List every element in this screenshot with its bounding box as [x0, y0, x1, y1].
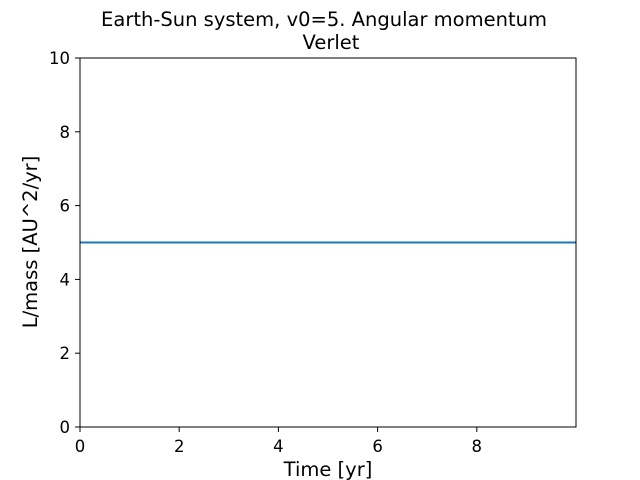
- y-tick-label: 6: [60, 197, 71, 216]
- x-tick-label: 6: [372, 437, 383, 456]
- y-tick-label: 8: [60, 123, 71, 142]
- y-tick-label: 4: [60, 270, 71, 289]
- y-tick-label: 2: [60, 344, 71, 363]
- x-tick-label: 4: [273, 437, 284, 456]
- x-tick-label: 2: [174, 437, 185, 456]
- x-tick-label: 0: [75, 437, 86, 456]
- y-axis-label: L/mass [AU^2/yr]: [19, 156, 42, 329]
- y-tick-label: 10: [49, 49, 70, 68]
- x-axis-label: Time [yr]: [283, 458, 373, 480]
- y-tick-label: 0: [60, 418, 71, 437]
- chart-title: Earth-Sun system, v0=5. Angular momentum: [101, 8, 547, 31]
- y-axis-ticks: 0 2 4 6 8 10: [49, 49, 80, 437]
- x-axis-ticks: 0 2 4 6 8: [75, 427, 482, 456]
- chart-subtitle: Verlet: [303, 31, 360, 54]
- axes-frame: [79, 57, 577, 428]
- x-tick-label: 8: [472, 437, 483, 456]
